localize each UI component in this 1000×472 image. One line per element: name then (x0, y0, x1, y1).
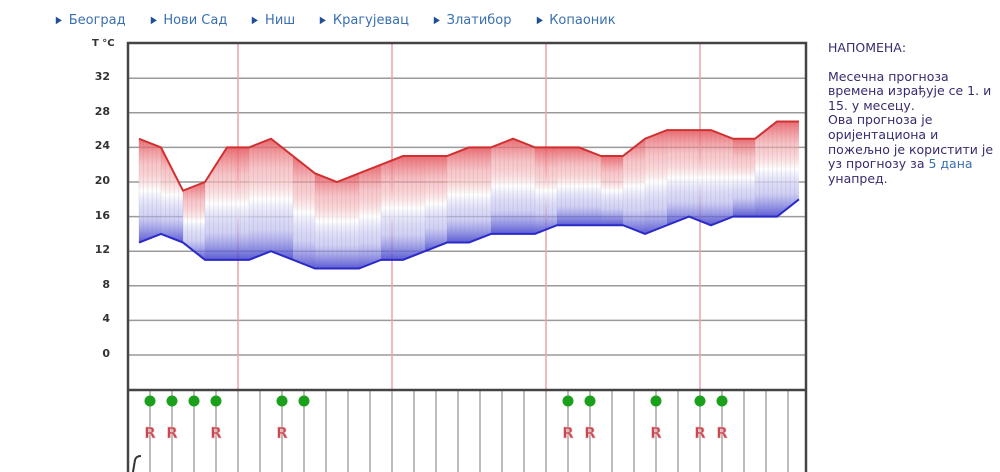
r-marker-icon: R (584, 424, 596, 442)
temperature-band-segment (689, 130, 711, 226)
temperature-band-segment (491, 138, 513, 234)
precipitation-dot-icon (716, 395, 728, 407)
precipitation-dot-icon (584, 395, 596, 407)
temperature-band-segment (315, 173, 337, 269)
temperature-band-segment (755, 121, 777, 217)
y-tick-label: 20 (94, 174, 110, 187)
temperature-band-segment (359, 164, 381, 269)
chevron-right-icon: ▶ (150, 15, 157, 26)
temperature-band-segment (139, 138, 161, 243)
nav-link-beograd[interactable]: ▶ Београд (55, 13, 126, 28)
temperature-band-segment (293, 156, 315, 269)
r-marker-icon: R (144, 424, 156, 442)
temperature-band-segment (667, 130, 689, 226)
r-marker-icon: R (166, 424, 178, 442)
y-tick-label: 28 (94, 104, 110, 118)
chevron-right-icon: ▶ (536, 15, 543, 26)
chevron-right-icon: ▶ (55, 15, 62, 26)
city-nav: ▶ Београд ▶ Нови Сад ▶ Ниш ▶ Крагујевац ▶ Зла… (55, 13, 640, 28)
temperature-band-segment (733, 138, 755, 217)
nav-link-nis[interactable]: ▶ Ниш (252, 13, 296, 28)
y-tick-label: 16 (94, 208, 110, 222)
note-panel: НАПОМЕНА: Месечна прогноза времена израђ… (828, 40, 998, 186)
precipitation-dot-icon (650, 395, 662, 407)
nav-link-zlatibor[interactable]: ▶ Златибор (433, 13, 512, 28)
temperature-band-segment (579, 147, 601, 226)
temperature-band-segment (271, 138, 293, 260)
temperature-band-segment (425, 156, 447, 252)
precipitation-dot-icon (166, 395, 178, 407)
r-marker-icon: R (210, 424, 222, 442)
temperature-band-segment (535, 147, 557, 234)
precipitation-dot-icon (210, 395, 222, 407)
five-day-forecast-link[interactable]: 5 дана (928, 156, 973, 172)
precipitation-dot-icon (188, 395, 200, 407)
r-marker-icon: R (562, 424, 574, 442)
y-tick-label: 8 (102, 277, 110, 291)
temperature-band-segment (777, 121, 799, 217)
temperature-band-segment (469, 147, 491, 243)
note-text-advice: Ова прогноза је оријентациона и пожељно … (828, 112, 994, 172)
temperature-band-segment (513, 138, 535, 234)
precipitation-dot-icon (694, 395, 706, 407)
temperature-band-segment (601, 156, 623, 226)
temperature-band-segment (337, 173, 359, 269)
temperature-band-segment (403, 156, 425, 260)
y-tick-label: 4 (102, 312, 110, 326)
y-tick-label: 32 (94, 70, 110, 84)
r-marker-icon: R (276, 424, 288, 442)
r-marker-icon: R (650, 424, 662, 442)
temperature-band-segment (227, 147, 249, 260)
corner-glyph-icon (132, 455, 142, 472)
note-text-end: унапред. (828, 170, 888, 186)
temperature-band-segment (711, 130, 733, 226)
temperature-band-segment (557, 147, 579, 226)
temperature-band-segment (205, 147, 227, 260)
temperature-band-segment (447, 147, 469, 243)
temperature-band-segment (183, 182, 205, 260)
nav-link-kopaonik[interactable]: ▶ Копаоник (536, 13, 616, 28)
nav-link-novi-sad[interactable]: ▶ Нови Сад (150, 13, 228, 28)
precipitation-dot-icon (276, 395, 288, 407)
y-tick-label: 24 (94, 139, 110, 153)
temperature-band-segment (161, 147, 183, 243)
chart-frame (126, 41, 808, 472)
precipitation-dot-icon (144, 395, 156, 407)
r-marker-icon: R (716, 424, 728, 442)
min-temperature-line (138, 198, 800, 270)
precipitation-dot-icon (562, 395, 574, 407)
y-tick-label: 12 (94, 243, 110, 257)
chevron-right-icon: ▶ (433, 15, 440, 26)
chevron-right-icon: ▶ (319, 15, 327, 26)
temperature-band-segment (249, 138, 271, 260)
temperature-band-segment (381, 156, 403, 260)
y-axis-unit-label: T °C (92, 38, 115, 49)
nav-link-kragujevac[interactable]: ▶ Крагујевац (319, 13, 409, 28)
chevron-right-icon: ▶ (252, 15, 259, 26)
y-tick-label: 0 (102, 347, 110, 360)
note-text-schedule: Месечна прогноза времена израђује се 1. … (828, 68, 992, 113)
max-temperature-line (138, 120, 799, 192)
r-marker-icon: R (694, 424, 706, 442)
temperature-band-segment (623, 138, 645, 234)
note-title: НАПОМЕНА: (828, 40, 907, 55)
temperature-band-segment (645, 130, 667, 234)
precipitation-dot-icon (298, 395, 310, 407)
